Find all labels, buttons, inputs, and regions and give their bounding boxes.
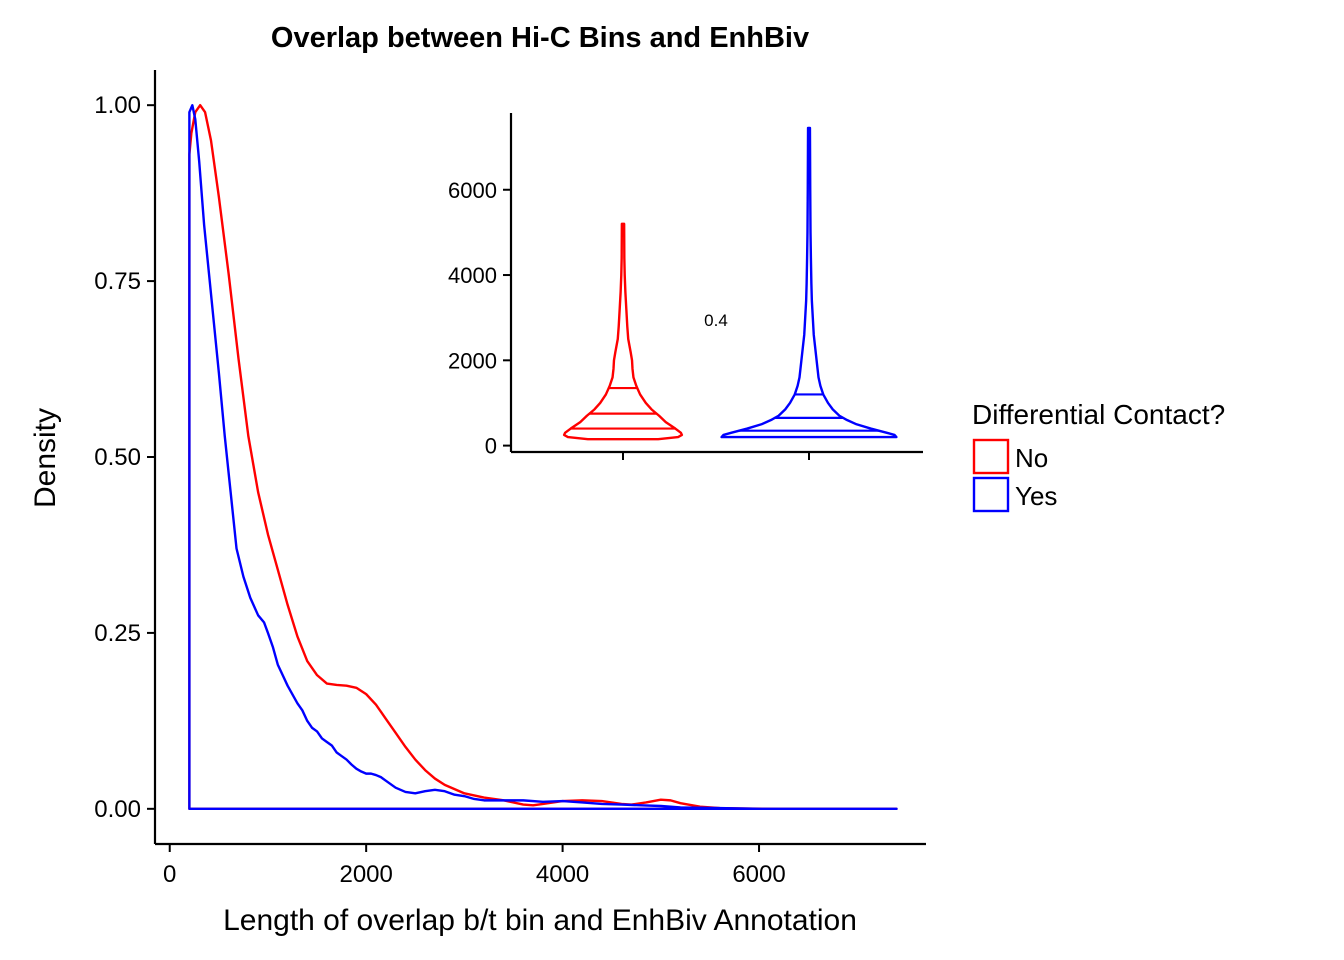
legend-title: Differential Contact? <box>972 399 1225 430</box>
inset-y-tick-label: 6000 <box>448 178 497 203</box>
legend-label-yes: Yes <box>1015 481 1057 511</box>
y-tick-label: 0.25 <box>94 620 141 647</box>
legend-key-yes <box>972 476 1010 513</box>
main-density-plot: 0.00 0.25 0.50 0.75 1.00 0 2000 4000 6000 <box>94 70 926 888</box>
inset-y-tick-label: 2000 <box>448 348 497 373</box>
density-line-yes <box>188 103 898 811</box>
legend-label-no: No <box>1015 443 1048 473</box>
legend-item-no: No <box>972 438 1048 475</box>
y-tick-label: 0.00 <box>94 796 141 823</box>
density-line-no <box>188 103 898 811</box>
x-tick-label: 0 <box>163 861 176 888</box>
x-axis-title: Length of overlap b/t bin and EnhBiv Ann… <box>223 904 857 937</box>
y-tick-label: 0.50 <box>94 444 141 471</box>
legend: Differential Contact? No Yes <box>972 399 1225 513</box>
chart-title: Overlap between Hi-C Bins and EnhBiv <box>271 22 809 54</box>
violin-yes <box>720 126 898 439</box>
y-tick-label: 1.00 <box>94 92 141 119</box>
violin-no <box>562 222 684 441</box>
y-axis-title: Density <box>29 408 62 508</box>
legend-entries: No Yes <box>972 438 1057 513</box>
x-tick-label: 4000 <box>536 861 589 888</box>
inset-y-tick-label: 0 <box>485 434 497 459</box>
legend-item-yes: Yes <box>972 476 1057 513</box>
inset-y-tick-label: 4000 <box>448 263 497 288</box>
y-tick-label: 0.75 <box>94 268 141 295</box>
x-tick-label: 2000 <box>339 861 392 888</box>
inset-annotation: 0.4 <box>704 311 728 330</box>
legend-key-no <box>972 438 1010 475</box>
inset-violin-plot: 0 2000 4000 6000 0.4 <box>448 113 923 460</box>
x-tick-label: 6000 <box>732 861 785 888</box>
